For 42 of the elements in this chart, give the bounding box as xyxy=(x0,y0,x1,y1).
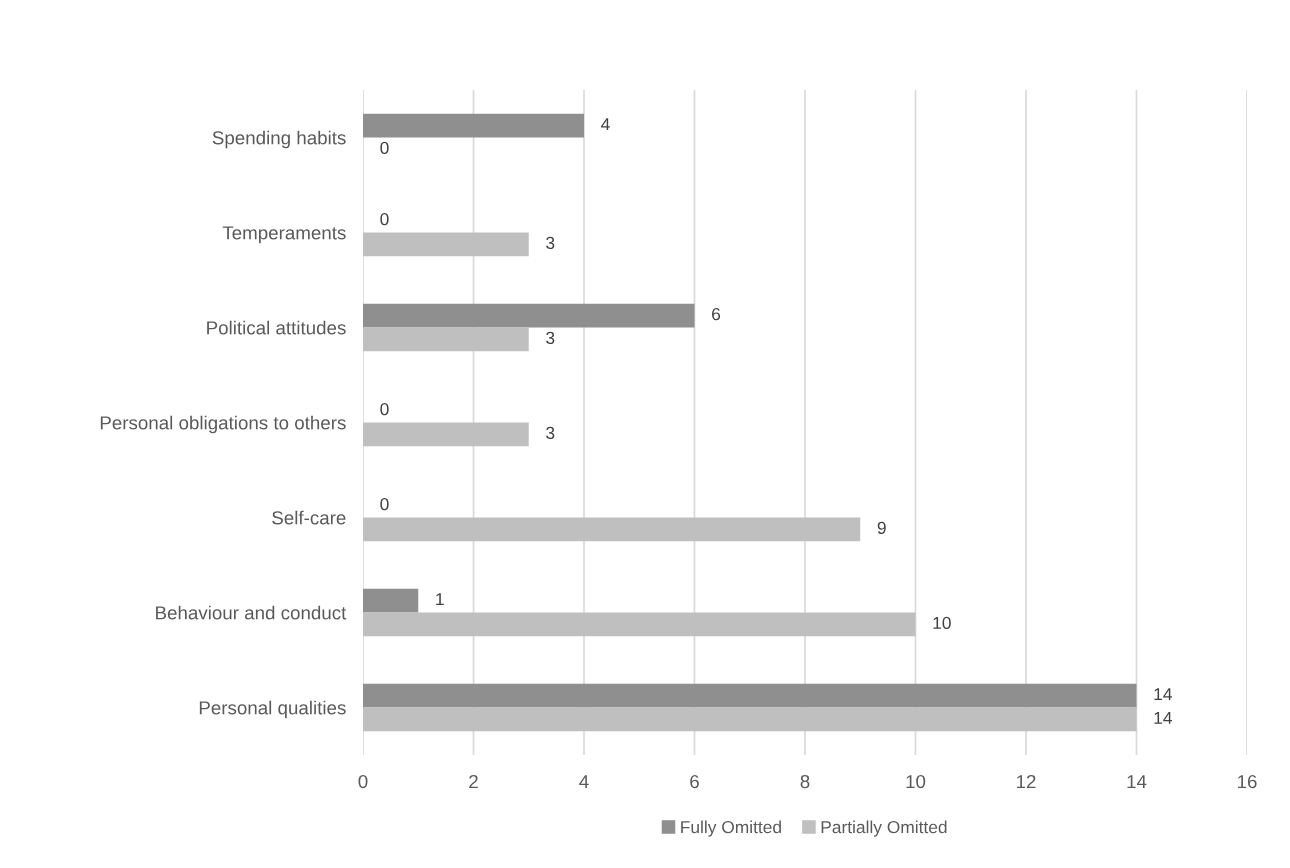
legend-label: Fully Omitted xyxy=(681,820,781,837)
data-label: 14 xyxy=(1154,688,1172,701)
y-tick-label: Political attitudes xyxy=(207,320,346,335)
x-tick-label: 2 xyxy=(469,774,478,789)
data-label: 9 xyxy=(877,521,886,535)
data-label: 0 xyxy=(380,497,389,511)
x-tick-label: 0 xyxy=(358,774,368,789)
x-tick-label: 10 xyxy=(906,774,926,789)
x-tick-label: 16 xyxy=(1238,774,1257,789)
x-tick-label: 12 xyxy=(1017,774,1036,789)
data-label: 0 xyxy=(380,141,389,155)
bar xyxy=(363,113,584,138)
x-tick-label: 6 xyxy=(690,774,699,789)
data-label: 3 xyxy=(546,426,555,440)
x-tick-label: 8 xyxy=(800,774,810,789)
y-tick-label: Behaviour and conduct xyxy=(156,605,347,620)
data-label: 14 xyxy=(1154,711,1172,724)
data-label: 3 xyxy=(546,236,555,250)
data-label: 1 xyxy=(436,593,444,606)
legend-label: Partially Omitted xyxy=(821,820,947,837)
bar xyxy=(363,683,1137,708)
bar xyxy=(363,517,861,542)
bar xyxy=(363,232,529,257)
y-tick-label: Personal obligations to others xyxy=(100,415,346,434)
data-label: 4 xyxy=(601,118,610,131)
data-label: 10 xyxy=(933,616,951,630)
x-tick-label: 14 xyxy=(1127,775,1147,789)
bar xyxy=(363,303,695,328)
bar xyxy=(363,327,529,352)
data-label: 6 xyxy=(712,307,721,321)
bar xyxy=(363,422,529,447)
bar xyxy=(363,612,916,637)
x-tick-label: 4 xyxy=(579,775,589,789)
bar xyxy=(363,707,1137,732)
data-label: 0 xyxy=(380,212,389,226)
y-tick-label: Personal qualities xyxy=(199,700,346,719)
y-tick-label: Self-care xyxy=(272,510,346,525)
data-label: 3 xyxy=(546,331,555,345)
data-label: 0 xyxy=(380,402,389,416)
y-tick-label: Temperaments xyxy=(222,226,346,244)
y-tick-label: Spending habits xyxy=(212,130,346,149)
bar xyxy=(363,588,419,613)
